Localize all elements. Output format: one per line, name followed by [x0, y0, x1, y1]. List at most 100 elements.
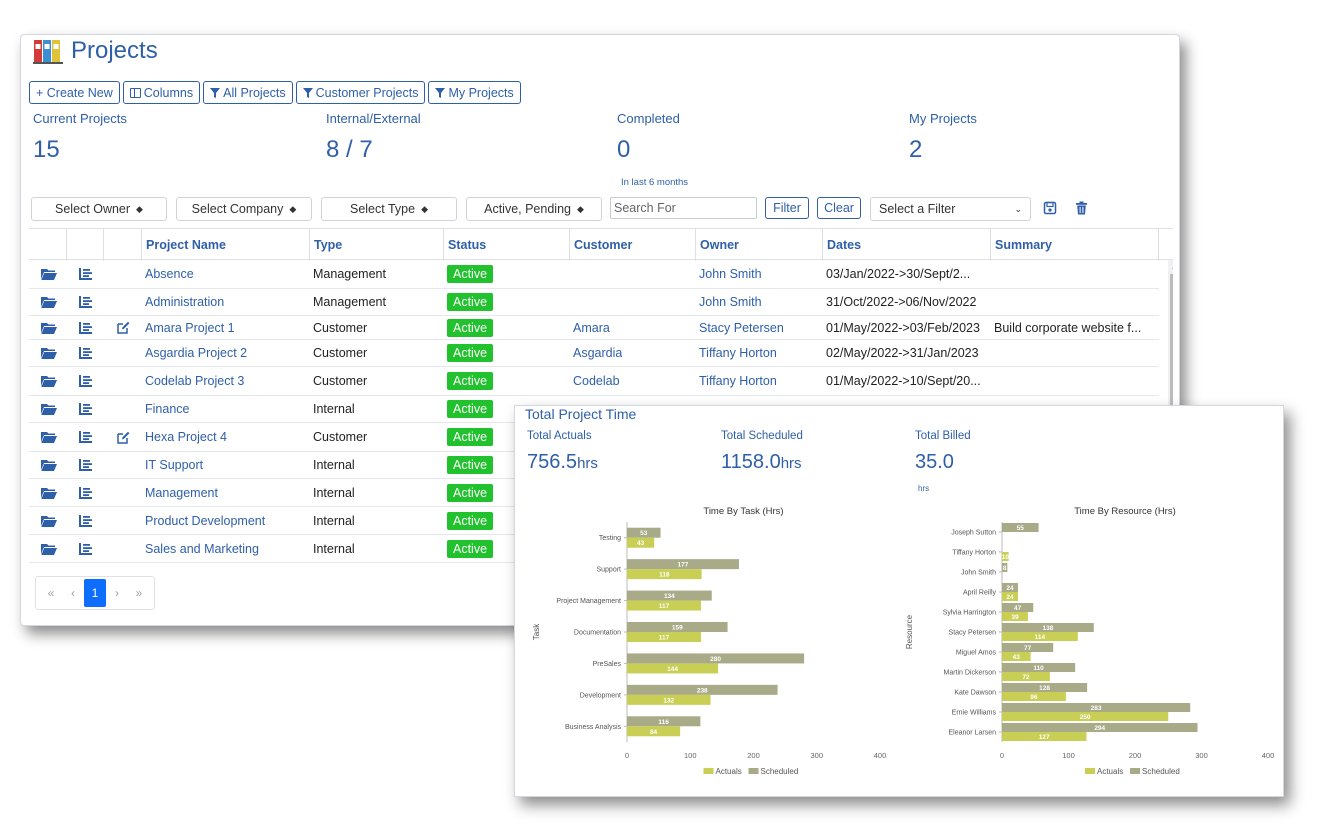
type-select[interactable]: Select Type ◆ [321, 197, 457, 221]
col-header-type[interactable]: Type [310, 229, 444, 261]
project-name-link[interactable]: Absence [145, 267, 194, 281]
scroll-up-icon[interactable]: ▲ [1171, 264, 1173, 271]
table-row[interactable]: Asgardia Project 2 Customer Active Asgardia… [29, 340, 1159, 367]
page-next-button[interactable]: › [115, 586, 119, 600]
search-input[interactable]: Search For [610, 197, 757, 219]
owner-select[interactable]: Select Owner ◆ [31, 197, 167, 221]
save-icon[interactable] [1043, 201, 1057, 215]
list-icon[interactable] [79, 396, 93, 422]
project-name-link[interactable]: Finance [145, 402, 190, 416]
bar-scheduled [627, 716, 701, 727]
page-current-button[interactable]: 1 [84, 579, 106, 607]
project-name-link[interactable]: IT Support [145, 458, 204, 472]
table-row[interactable]: Amara Project 1 Customer Active Amara Stacy … [29, 316, 1159, 340]
trash-icon[interactable] [1075, 201, 1088, 215]
toolbar: + Create New Columns All Projects Custom… [29, 81, 521, 104]
page-first-button[interactable]: « [47, 586, 55, 600]
folder-icon[interactable] [41, 423, 57, 451]
list-icon[interactable] [79, 535, 93, 562]
list-icon[interactable] [79, 260, 93, 288]
x-tick-label: 200 [747, 751, 760, 760]
col-header-owner[interactable]: Owner [696, 229, 823, 261]
filter-button[interactable]: Filter [765, 197, 809, 219]
clear-button[interactable]: Clear [817, 197, 861, 219]
legend-swatch-scheduled [748, 768, 759, 774]
dates-cell: 31/Oct/2022->06/Nov/2022 [826, 295, 977, 309]
col-header-dates[interactable]: Dates [823, 229, 991, 261]
project-name-link[interactable]: Amara Project 1 [145, 320, 235, 335]
col-header-summary[interactable]: Summary [991, 229, 1159, 261]
saved-filter-select[interactable]: Select a Filter ⌄ [870, 197, 1031, 221]
project-type: Customer [313, 320, 368, 335]
bar-label-scheduled: 238 [697, 687, 708, 694]
billed-number: 35.0 [915, 451, 954, 473]
list-icon[interactable] [79, 423, 93, 451]
col-header-status[interactable]: Status [444, 229, 570, 261]
list-icon[interactable] [79, 367, 93, 395]
owner-link[interactable]: Tiffany Horton [699, 346, 777, 360]
bar-label-scheduled: 177 [678, 562, 689, 569]
page-last-button[interactable]: » [135, 586, 143, 600]
edit-icon[interactable] [117, 423, 130, 451]
project-name-link[interactable]: Codelab Project 3 [145, 374, 245, 388]
folder-icon[interactable] [41, 367, 57, 395]
owner-link[interactable]: Tiffany Horton [699, 374, 777, 388]
category-label: Business Analysis [565, 724, 622, 731]
folder-icon[interactable] [41, 535, 57, 562]
customer-projects-button[interactable]: Customer Projects [295, 81, 426, 104]
folder-icon[interactable] [41, 340, 57, 366]
owner-link[interactable]: Stacy Petersen [699, 320, 784, 335]
customer-link[interactable]: Codelab [573, 374, 620, 388]
bar-actuals [627, 537, 655, 548]
owner-link[interactable]: John Smith [699, 295, 762, 309]
y-axis-label: Resource [905, 614, 914, 649]
edit-icon[interactable] [117, 316, 130, 339]
list-icon[interactable] [79, 507, 93, 534]
list-icon[interactable] [79, 479, 93, 506]
project-name-link[interactable]: Asgardia Project 2 [145, 346, 248, 360]
all-projects-button[interactable]: All Projects [203, 81, 293, 104]
status-select[interactable]: Active, Pending ◆ [466, 197, 602, 221]
project-name-link[interactable]: Administration [145, 295, 225, 309]
company-select[interactable]: Select Company ◆ [176, 197, 312, 221]
customer-link[interactable]: Amara [573, 320, 610, 335]
list-icon[interactable] [79, 452, 93, 478]
create-new-button[interactable]: + Create New [29, 81, 120, 104]
status-badge: Active [447, 456, 494, 474]
category-label: Sylvia Harrington [943, 610, 996, 617]
col-header-customer[interactable]: Customer [570, 229, 696, 261]
scheduled-value: 1158.0hrs [721, 451, 803, 474]
list-icon[interactable] [79, 340, 93, 366]
category-label: Joseph Sutton [951, 530, 996, 537]
folder-icon[interactable] [41, 289, 57, 315]
folder-icon[interactable] [41, 260, 57, 288]
list-icon[interactable] [79, 289, 93, 315]
bar-actuals [627, 632, 702, 642]
page-prev-button[interactable]: ‹ [71, 586, 75, 600]
project-name-link[interactable]: Product Development [145, 513, 266, 528]
folder-icon[interactable] [41, 396, 57, 422]
list-icon[interactable] [79, 316, 93, 339]
project-name-link[interactable]: Hexa Project 4 [145, 430, 227, 444]
table-row[interactable]: Codelab Project 3 Customer Active Codelab Ti… [29, 367, 1159, 396]
table-row[interactable]: Administration Management Active John Smith… [29, 289, 1159, 316]
customer-link[interactable]: Asgardia [573, 346, 623, 360]
bar-scheduled [1002, 683, 1088, 692]
col-header-project-name[interactable]: Project Name [142, 229, 310, 261]
folder-icon[interactable] [41, 507, 57, 534]
company-select-value: Select Company [191, 202, 284, 216]
folder-icon[interactable] [41, 316, 57, 339]
time-by-resource-chart: Time By Resource (Hrs) Resource 0 100 200 300… [905, 506, 1274, 776]
folder-icon[interactable] [41, 479, 57, 506]
my-projects-button[interactable]: My Projects [428, 81, 521, 104]
columns-button[interactable]: Columns [122, 81, 201, 104]
folder-icon[interactable] [41, 452, 57, 478]
actuals-label: Total Actuals [527, 430, 592, 442]
owner-link[interactable]: John Smith [699, 267, 762, 281]
bar-scheduled [627, 653, 805, 664]
project-name-link[interactable]: Sales and Marketing [145, 541, 259, 556]
col-folder [29, 229, 67, 261]
bar-actuals [1002, 732, 1087, 741]
table-row[interactable]: Absence Management Active John Smith 03/Jan/… [29, 260, 1159, 289]
project-name-link[interactable]: Management [145, 485, 218, 500]
